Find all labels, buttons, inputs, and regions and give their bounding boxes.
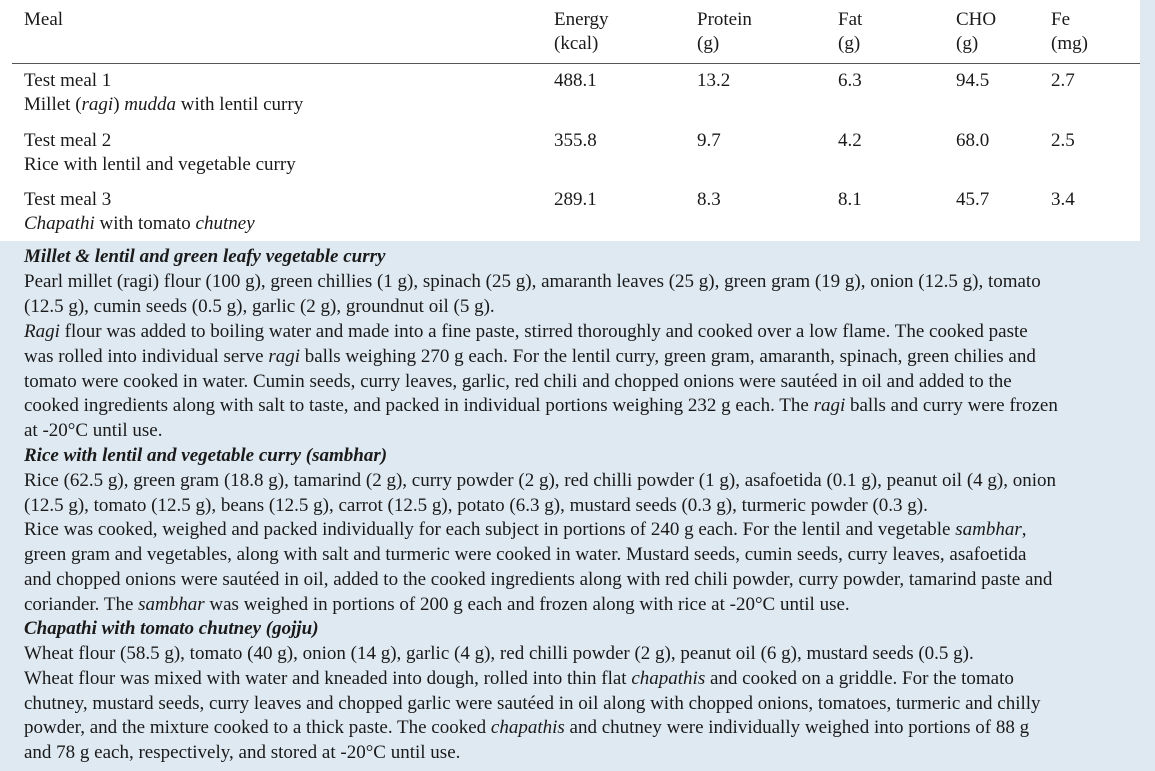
header-cho: CHO (g) [956,8,996,56]
italic-term: ragi [268,346,300,367]
header-fat: Fat (g) [838,8,862,56]
method-line: tomato were cooked in water. Cumin seeds… [24,371,1012,392]
desc-text: Millet ( [24,94,82,115]
italic-term: ragi [813,395,846,416]
ingredients-line: (12.5 g), tomato (12.5 g), beans (12.5 g… [24,495,928,516]
cho-value: 68.0 [956,130,990,151]
header-divider [12,63,1140,64]
meal-description: Rice with lentil and vegetable curry [24,153,296,177]
protein-value: 9.7 [697,130,721,151]
fat-value: 8.1 [838,189,862,210]
header-fat-label: Fat [838,9,863,30]
method-line: green gram and vegetables, along with sa… [24,544,1027,565]
method-line: Ragi flour was added to boiling water an… [24,320,1028,345]
italic-term: chapathis [490,717,565,738]
meal-name: Test meal 3 [24,189,112,210]
text-run: cooked ingredients along with salt to ta… [24,395,814,416]
header-energy-unit: (kcal) [554,33,599,54]
ingredients-line: (12.5 g), cumin seeds (0.5 g), garlic (2… [24,296,495,317]
meal-cell: Test meal 2 Rice with lentil and vegetab… [24,129,296,177]
energy-value: 289.1 [554,189,597,210]
fat-value: 4.2 [838,130,862,151]
text-run: balls weighing 270 g each. For the lenti… [300,346,1036,367]
header-cho-unit: (g) [956,33,979,54]
protein-value: 8.3 [697,189,721,210]
italic-term: sambhar [138,594,205,615]
text-run: flour was added to boiling water and mad… [59,321,1028,342]
method-line: Rice was cooked, weighed and packed indi… [24,518,1027,543]
header-fe: Fe (mg) [1051,8,1088,56]
method-line: powder, and the mixture cooked to a thic… [24,716,1029,741]
header-energy: Energy (kcal) [554,8,609,56]
meal-description: Chapathi with tomato chutney [24,212,255,236]
method-line: coriander. The sambhar was weighed in po… [24,593,850,618]
protein-value: 13.2 [697,70,731,91]
text-run: and cooked on a griddle. For the tomato [705,668,1014,689]
text-run: balls and curry were frozen [845,395,1058,416]
ingredients-line: Rice (62.5 g), green gram (18.8 g), tama… [24,470,1057,491]
cho-value: 94.5 [956,70,990,91]
energy-value: 355.8 [554,130,597,151]
fe-value: 2.5 [1051,130,1075,151]
ingredients-line: Pearl millet (ragi) flour (100 g), green… [24,271,1041,292]
desc-italic: mudda [124,94,177,115]
header-fat-unit: (g) [838,33,861,54]
italic-term: sambhar [955,519,1022,540]
method-line: at -20°C until use. [24,420,163,441]
header-cho-label: CHO [956,9,997,30]
meal-name: Test meal 2 [24,130,112,151]
section-title-rice: Rice with lentil and vegetable curry (sa… [24,445,388,466]
composition-table: Meal Energy (kcal) Protein (g) Fat (g) C… [0,0,1140,241]
desc-text: with lentil curry [176,94,304,115]
meal-cell: Test meal 1 Millet (ragi) mudda with len… [24,69,303,117]
header-protein-label: Protein [697,9,752,30]
method-line: and 78 g each, respectively, and stored … [24,742,461,763]
energy-value: 488.1 [554,70,597,91]
method-line: and chopped onions were sautéed in oil, … [24,569,1053,590]
text-run: Rice was cooked, weighed and packed indi… [24,519,956,540]
desc-italic: Chapathi [24,213,95,234]
section-title-millet: Millet & lentil and green leafy vegetabl… [24,246,386,267]
method-line: was rolled into individual serve ragi ba… [24,345,1036,370]
ingredients-line: Wheat flour (58.5 g), tomato (40 g), oni… [24,643,974,664]
header-protein: Protein (g) [697,8,752,56]
text-run: was rolled into individual serve [24,346,269,367]
fat-value: 6.3 [838,70,862,91]
meal-name: Test meal 1 [24,70,112,91]
italic-term: chapathis [631,668,706,689]
text-run: coriander. The [24,594,139,615]
method-line: chutney, mustard seeds, curry leaves and… [24,693,1041,714]
desc-italic: chutney [195,213,255,234]
desc-text: Rice with lentil and vegetable curry [24,154,296,175]
header-fe-unit: (mg) [1051,33,1088,54]
desc-text: ) [113,94,125,115]
method-line: cooked ingredients along with salt to ta… [24,394,1058,419]
text-run: Wheat flour was mixed with water and kne… [24,668,632,689]
header-energy-label: Energy [554,9,609,30]
meal-description: Millet (ragi) mudda with lentil curry [24,93,303,117]
italic-term: Ragi [24,321,60,342]
desc-italic: ragi [81,94,114,115]
text-run: , [1021,519,1027,540]
fe-value: 3.4 [1051,189,1075,210]
header-meal: Meal [24,9,64,30]
meal-cell: Test meal 3 Chapathi with tomato chutney [24,188,255,236]
fe-value: 2.7 [1051,70,1075,91]
method-line: Wheat flour was mixed with water and kne… [24,667,1014,692]
text-run: powder, and the mixture cooked to a thic… [24,717,491,738]
text-run: and chutney were individually weighed in… [564,717,1030,738]
cho-value: 45.7 [956,189,990,210]
section-title-chapathi: Chapathi with tomato chutney (gojju) [24,618,319,639]
header-fe-label: Fe [1051,9,1070,30]
text-run: was weighed in portions of 200 g each an… [204,594,850,615]
desc-text: with tomato [94,213,196,234]
header-protein-unit: (g) [697,33,720,54]
